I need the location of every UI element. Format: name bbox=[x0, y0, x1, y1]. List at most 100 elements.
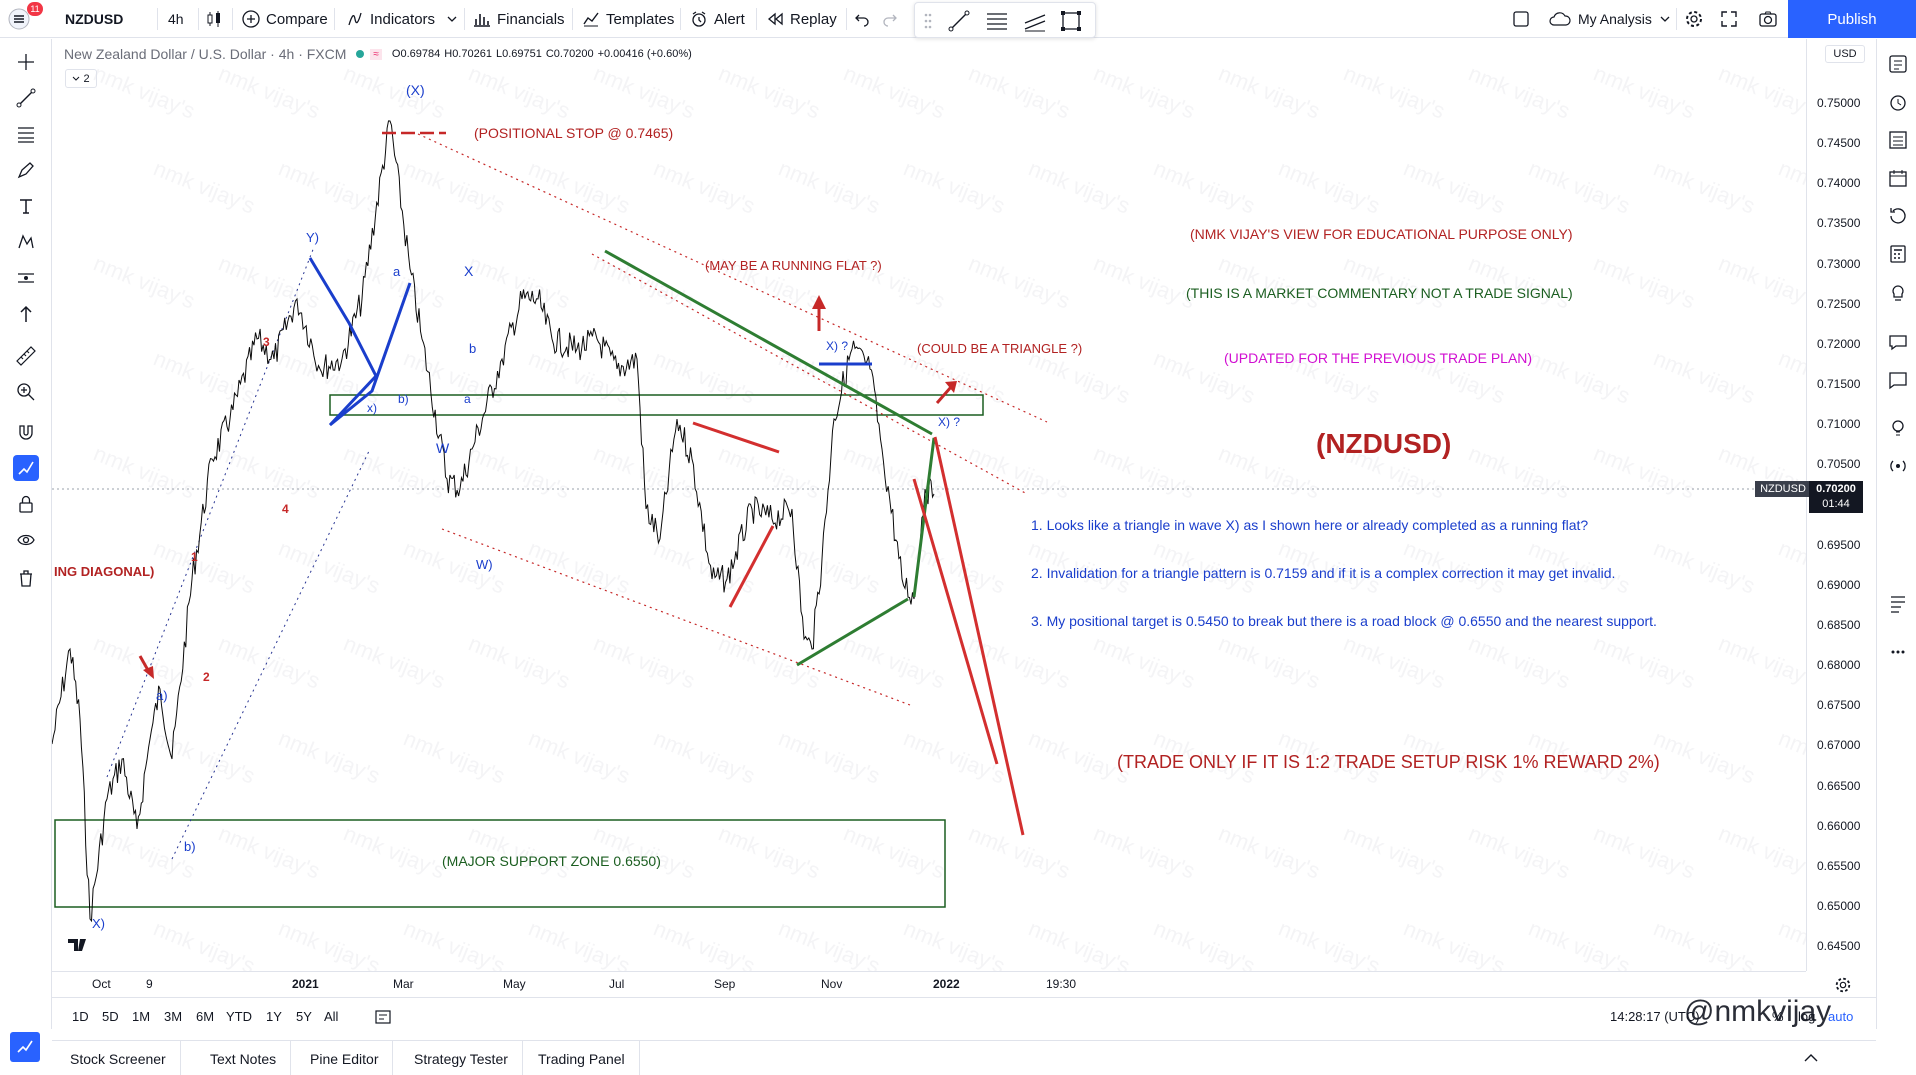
range-button[interactable]: 1D bbox=[72, 1009, 89, 1024]
bottom-tab[interactable]: Pine Editor bbox=[296, 1041, 394, 1075]
currency-selector[interactable]: USD bbox=[1825, 45, 1865, 63]
bottom-tab[interactable]: Strategy Tester bbox=[400, 1041, 523, 1075]
range-button[interactable]: 5Y bbox=[296, 1009, 312, 1024]
undo-icon bbox=[855, 14, 869, 27]
indicators-button[interactable]: Indicators bbox=[346, 0, 435, 38]
price-axis[interactable]: USD 0.75000 0.74500 0.74000 0.73500 0.73000 0… bbox=[1755, 39, 1876, 971]
bottom-tab[interactable]: Stock Screener bbox=[56, 1041, 181, 1075]
triangle-lower-line[interactable] bbox=[796, 597, 909, 667]
watchlist-button[interactable] bbox=[1885, 51, 1911, 77]
snapshot-button[interactable] bbox=[1758, 0, 1784, 38]
alerts-button[interactable] bbox=[1885, 89, 1911, 115]
percent-toggle[interactable]: % bbox=[1772, 1009, 1784, 1024]
publish-button[interactable]: Publish bbox=[1788, 0, 1916, 38]
indicators-dropdown[interactable] bbox=[447, 0, 463, 38]
fullscreen-button[interactable] bbox=[1720, 0, 1744, 38]
auto-toggle[interactable]: auto bbox=[1828, 1009, 1854, 1024]
range-button[interactable]: 6M bbox=[196, 1009, 215, 1024]
triangle-upper-dotted[interactable] bbox=[591, 253, 1028, 495]
ruler-tool[interactable] bbox=[13, 343, 39, 369]
hotlists-button[interactable] bbox=[1885, 165, 1911, 191]
triangle-upper-line[interactable] bbox=[604, 249, 933, 436]
utc-clock[interactable]: 14:28:17 (UTC) bbox=[1610, 1009, 1700, 1024]
range-button[interactable]: All bbox=[324, 1009, 339, 1024]
log-toggle[interactable]: log bbox=[1798, 1009, 1816, 1024]
pattern-tool[interactable] bbox=[13, 229, 39, 255]
symbol-description[interactable]: New Zealand Dollar / U.S. Dollar · 4h · … bbox=[64, 46, 347, 62]
layout-toggle[interactable] bbox=[1512, 0, 1536, 38]
streams-button[interactable] bbox=[1885, 453, 1911, 479]
bottom-tab[interactable]: Trading Panel bbox=[524, 1041, 640, 1075]
ideas-button[interactable] bbox=[1885, 279, 1911, 305]
diagonal-lower-line[interactable] bbox=[171, 448, 371, 860]
upper-channel-line[interactable] bbox=[417, 133, 1048, 423]
price-series bbox=[52, 120, 935, 923]
arrow-tool[interactable] bbox=[13, 301, 39, 327]
trendline-icon[interactable] bbox=[947, 9, 971, 33]
alert-button[interactable]: Alert bbox=[690, 0, 745, 38]
chart-type-button[interactable] bbox=[206, 0, 228, 38]
bottom-left-corner[interactable] bbox=[10, 1032, 40, 1062]
text-tool[interactable] bbox=[13, 193, 39, 219]
range-button[interactable]: 5D bbox=[102, 1009, 119, 1024]
crosshair-tool[interactable] bbox=[13, 49, 39, 75]
watermark-text: nmk vijay's bbox=[1525, 345, 1633, 408]
stay-in-drawing-mode-tool[interactable] bbox=[13, 455, 39, 481]
templates-button[interactable]: Templates bbox=[582, 0, 674, 38]
parallel-channel-icon[interactable] bbox=[1023, 9, 1047, 33]
redo-button[interactable] bbox=[882, 0, 904, 38]
undo-button[interactable] bbox=[854, 0, 876, 38]
fib-tool[interactable] bbox=[13, 121, 39, 147]
trendline-tool[interactable] bbox=[13, 85, 39, 111]
green-projection[interactable] bbox=[912, 437, 936, 598]
layout-selector[interactable]: My Analysis bbox=[1548, 0, 1676, 38]
bottom-tab[interactable]: Text Notes bbox=[196, 1041, 292, 1075]
calculator-button[interactable] bbox=[1885, 241, 1911, 267]
price-chart[interactable]: nmk vijay's nmk vijay's nmk vijay's nmk vij… bbox=[52, 39, 1806, 971]
symbol-search[interactable]: NZDUSD bbox=[65, 11, 124, 27]
replay-button[interactable]: Replay bbox=[766, 0, 837, 38]
magnet-tool[interactable] bbox=[13, 419, 39, 445]
interval-selector[interactable]: 4h bbox=[168, 11, 184, 27]
range-button[interactable]: 3M bbox=[164, 1009, 183, 1024]
lock-tool[interactable] bbox=[13, 491, 39, 517]
resistance-band[interactable] bbox=[329, 394, 984, 416]
prediction-tool[interactable] bbox=[13, 265, 39, 291]
blue-wave-lines[interactable] bbox=[308, 257, 412, 427]
range-button[interactable]: 1M bbox=[132, 1009, 151, 1024]
chats-button[interactable] bbox=[1885, 329, 1911, 355]
drag-handle-icon[interactable] bbox=[923, 12, 933, 30]
range-button[interactable]: 1Y bbox=[266, 1009, 282, 1024]
rectangle-icon[interactable] bbox=[1059, 9, 1083, 33]
positional-stop-label: (POSITIONAL STOP @ 0.7465) bbox=[474, 125, 674, 141]
red-projection-b[interactable] bbox=[933, 436, 1025, 836]
support-zone-box[interactable] bbox=[54, 819, 946, 908]
chevron-up-icon[interactable] bbox=[1804, 1053, 1818, 1063]
history-button[interactable] bbox=[1885, 203, 1911, 229]
red-triangle-lower[interactable] bbox=[728, 525, 775, 608]
price-tick: 0.69500 bbox=[1817, 537, 1861, 552]
brush-tool[interactable] bbox=[13, 157, 39, 183]
date-range-icon[interactable] bbox=[374, 1009, 392, 1025]
red-triangle-upper[interactable] bbox=[692, 421, 780, 454]
menu-button[interactable] bbox=[8, 0, 36, 38]
remove-drawings-tool[interactable] bbox=[13, 565, 39, 591]
zoom-tool[interactable] bbox=[13, 379, 39, 405]
indicators-collapse-toggle[interactable]: 2 bbox=[65, 69, 97, 88]
time-axis[interactable]: Oct 9 2021 Mar May Jul Sep Nov 2022 19:30 bbox=[52, 971, 1851, 997]
red-projection-a[interactable] bbox=[912, 478, 999, 765]
hide-drawings-tool[interactable] bbox=[13, 527, 39, 553]
chart-settings-gear-icon[interactable] bbox=[1834, 976, 1852, 994]
fib-retracement-icon[interactable] bbox=[985, 9, 1009, 33]
settings-button[interactable] bbox=[1684, 0, 1710, 38]
financials-button[interactable]: Financials bbox=[473, 0, 565, 38]
object-tree-button[interactable] bbox=[1885, 591, 1911, 617]
data-window-button[interactable] bbox=[1885, 127, 1911, 153]
more-button[interactable] bbox=[1885, 639, 1911, 665]
help-button[interactable] bbox=[1885, 415, 1911, 441]
compare-button[interactable]: Compare bbox=[242, 0, 328, 38]
messages-button[interactable] bbox=[1885, 367, 1911, 393]
range-button[interactable]: YTD bbox=[226, 1009, 252, 1024]
watermark-text: nmk vijay's bbox=[775, 535, 883, 598]
diagonal-upper-line[interactable] bbox=[106, 246, 315, 778]
